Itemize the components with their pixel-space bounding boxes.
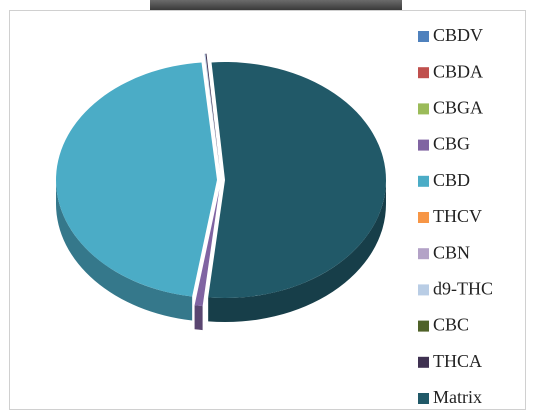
legend-label: Matrix	[433, 387, 482, 407]
slice-side-group	[195, 305, 203, 330]
legend-swatch	[418, 393, 429, 404]
legend-label: CBGA	[433, 98, 483, 118]
legend-swatch	[418, 321, 429, 332]
top-strip	[150, 0, 402, 10]
legend-label: CBC	[433, 315, 469, 335]
legend-swatch	[418, 248, 429, 259]
page: CBDV CBDA CBGA CBG CBD THCV CBN d9-THC CBC THCA Ma…	[0, 0, 534, 418]
legend-swatch	[418, 176, 429, 187]
legend-label: CBDA	[433, 61, 483, 81]
legend-swatch	[418, 140, 429, 151]
legend-swatch	[418, 67, 429, 78]
legend-label: CBN	[433, 242, 470, 262]
legend-label: d9-THC	[433, 279, 493, 299]
legend-label: THCA	[433, 351, 482, 371]
legend-label: CBG	[433, 134, 470, 154]
legend-label: THCV	[433, 206, 482, 226]
legend-swatch	[418, 212, 429, 223]
legend-label: CBD	[433, 170, 470, 190]
legend-swatch	[418, 357, 429, 368]
legend-swatch	[418, 31, 429, 42]
legend-label: CBDV	[433, 25, 483, 45]
slice-side	[195, 305, 203, 330]
legend-swatch	[418, 103, 429, 114]
legend-swatch	[418, 284, 429, 295]
chart: CBDV CBDA CBGA CBG CBD THCV CBN d9-THC CBC THCA Ma…	[0, 0, 534, 418]
